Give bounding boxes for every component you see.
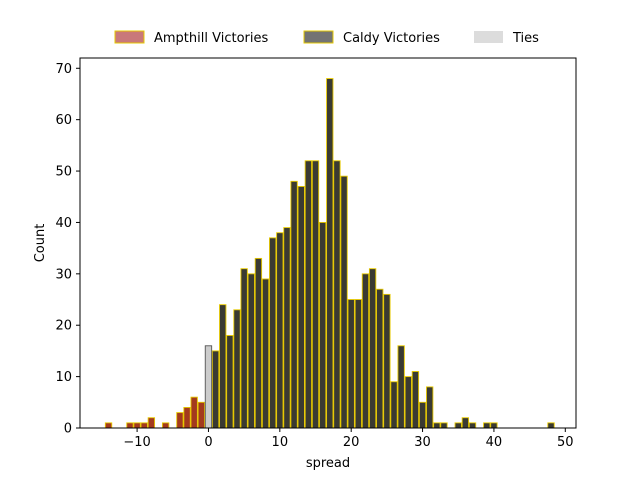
y-axis: 0 10 20 30 40 50 60 70	[55, 62, 80, 437]
bar-caldy-victories-5	[247, 273, 255, 429]
bar-caldy-victories-16	[326, 78, 334, 429]
bar-caldy-victories-1	[219, 304, 227, 429]
y-tick-label: 40	[55, 216, 72, 231]
bar-caldy-victories-0	[211, 350, 220, 429]
y-axis-title: Count	[33, 224, 48, 263]
bar-caldy-victories-14	[311, 160, 320, 429]
bar-caldy-victories-37	[490, 422, 498, 429]
legend-label-caldy: Caldy Victories	[343, 31, 440, 46]
bar-ampthill-victories-1	[126, 422, 134, 429]
bar-caldy-victories-17	[333, 160, 341, 429]
bar-caldy-victories-35	[468, 422, 477, 429]
legend-swatch-ampthill	[114, 30, 145, 44]
x-axis-title: spread	[306, 456, 350, 471]
bar-caldy-victories-22	[368, 268, 377, 429]
x-tick-label: −10	[123, 435, 150, 450]
bar-caldy-victories-26	[397, 345, 405, 429]
y-tick-label: 60	[55, 113, 72, 128]
bar-ampthill-victories-8	[190, 396, 198, 429]
bar-caldy-victories-20	[354, 299, 362, 429]
x-tick-label: 40	[486, 435, 503, 450]
bar-ampthill-victories-9	[197, 401, 205, 429]
x-axis: −10 0 10 20 30 40 50	[123, 428, 574, 450]
bar-caldy-victories-13	[304, 160, 313, 429]
bar-caldy-victories-27	[404, 376, 412, 429]
y-tick-label: 70	[55, 62, 72, 77]
bar-caldy-victories-2	[226, 335, 234, 429]
bar-caldy-victories-4	[240, 268, 248, 429]
bar-caldy-victories-29	[418, 401, 427, 429]
bar-caldy-victories-34	[461, 417, 470, 429]
bar-caldy-victories-36	[483, 422, 491, 429]
bar-caldy-victories-8	[269, 237, 277, 429]
bar-ties-0	[204, 345, 213, 429]
bar-caldy-victories-33	[454, 422, 462, 429]
bar-caldy-victories-12	[297, 186, 305, 429]
y-tick-label: 0	[64, 422, 72, 437]
x-tick-label: 30	[414, 435, 431, 450]
bar-caldy-victories-32	[440, 422, 448, 429]
legend-swatch-ties	[474, 31, 503, 43]
y-tick-label: 10	[55, 370, 72, 385]
x-tick-label: 10	[272, 435, 289, 450]
x-tick-label: 50	[557, 435, 574, 450]
bar-ampthill-victories-7	[183, 406, 191, 429]
bar-caldy-victories-23	[376, 288, 384, 429]
bar-caldy-victories-28	[411, 371, 420, 429]
bar-caldy-victories-6	[254, 257, 263, 429]
bar-caldy-victories-24	[383, 293, 391, 429]
bar-ampthill-victories-6	[176, 412, 184, 429]
bar-caldy-victories-15	[318, 221, 327, 429]
bar-caldy-victories-25	[390, 381, 398, 429]
legend-swatch-caldy	[303, 30, 334, 44]
x-tick-label: 0	[204, 435, 212, 450]
plot-area-frame	[79, 57, 577, 429]
bar-caldy-victories-31	[433, 422, 441, 429]
y-tick-label: 50	[55, 165, 72, 180]
bar-caldy-victories-30	[426, 386, 434, 429]
x-tick-label: 20	[343, 435, 360, 450]
y-tick-label: 20	[55, 319, 72, 334]
bar-ampthill-victories-3	[140, 422, 148, 429]
bar-caldy-victories-11	[290, 180, 298, 429]
bar-ampthill-victories-4	[147, 417, 156, 429]
bar-caldy-victories-21	[361, 273, 370, 429]
bars-group	[104, 78, 555, 429]
legend-label-ties: Ties	[512, 31, 539, 46]
bar-caldy-victories-38	[547, 422, 555, 429]
bar-ampthill-victories-5	[161, 422, 170, 429]
bar-caldy-victories-3	[233, 309, 241, 429]
bar-caldy-victories-19	[347, 299, 355, 429]
bar-caldy-victories-18	[340, 175, 348, 429]
bar-caldy-victories-7	[261, 278, 270, 429]
legend: Ampthill Victories Caldy Victories Ties	[114, 30, 539, 46]
y-tick-label: 30	[55, 267, 72, 282]
legend-label-ampthill: Ampthill Victories	[154, 31, 268, 46]
bar-caldy-victories-9	[276, 232, 284, 429]
bar-ampthill-victories-0	[104, 422, 113, 429]
bar-ampthill-victories-2	[133, 422, 141, 429]
bar-caldy-victories-10	[283, 227, 291, 429]
